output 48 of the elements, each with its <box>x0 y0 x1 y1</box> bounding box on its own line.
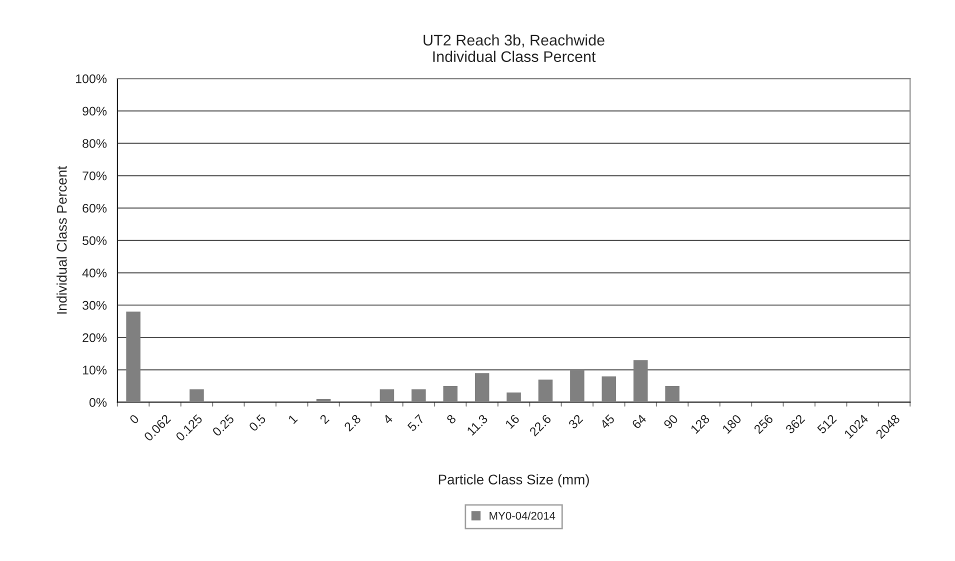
chart-title: UT2 Reach 3b, Reachwide Individual Class Percent <box>424 34 604 62</box>
y-tick-label: 80% <box>82 139 107 148</box>
bar <box>316 399 331 402</box>
x-tick-label: 128 <box>690 414 710 434</box>
bar <box>602 376 616 402</box>
x-tick-label: 1 <box>288 414 298 424</box>
x-tick-label: 0.25 <box>212 414 235 437</box>
bar <box>538 380 553 402</box>
x-tick-label: 180 <box>722 414 742 434</box>
y-tick-label: 50% <box>82 236 107 246</box>
bar <box>570 370 584 402</box>
bar <box>126 312 140 402</box>
y-tick-label: 20% <box>82 333 107 342</box>
y-tick-label: 0% <box>89 398 107 407</box>
x-tick-label: 5.7 <box>407 414 425 432</box>
x-tick-label: 2.8 <box>344 414 362 432</box>
y-tick-label: 30% <box>82 300 107 310</box>
x-tick-label: 4 <box>382 414 394 424</box>
x-axis-title: Particle Class Size (mm) <box>438 474 589 488</box>
x-tick-label: 45 <box>600 414 616 430</box>
x-tick-label: 0 <box>128 414 140 424</box>
bar <box>633 360 648 402</box>
x-tick-label: 2 <box>319 414 330 424</box>
x-tick-label: 8 <box>446 414 456 424</box>
bar <box>665 386 680 402</box>
y-tick-label: 10% <box>82 366 107 375</box>
x-tick-label: 90 <box>663 414 678 430</box>
y-axis-title: Individual Class Percent <box>56 166 67 314</box>
x-tick-label: 16 <box>504 414 520 429</box>
bar <box>506 392 521 402</box>
y-tick-label: 70% <box>82 171 107 180</box>
bar <box>412 389 426 402</box>
y-tick-label: 90% <box>82 106 107 116</box>
x-tick-label: 0.5 <box>248 414 266 432</box>
x-tick-label: 512 <box>816 414 837 434</box>
legend-label: MY0-04/2014 <box>490 512 556 520</box>
bar <box>190 389 204 402</box>
bar <box>380 389 394 402</box>
x-tick-label: 256 <box>753 414 774 434</box>
x-tick-label: 32 <box>568 414 584 430</box>
bar <box>443 386 458 402</box>
x-tick-label: 362 <box>784 414 806 434</box>
bar <box>474 373 490 402</box>
y-tick-label: 40% <box>82 268 107 278</box>
y-tick-label: 100% <box>76 74 107 84</box>
x-tick-label: 64 <box>631 414 647 430</box>
x-tick-label: 11.3 <box>466 414 488 436</box>
y-tick-label: 60% <box>82 204 107 213</box>
